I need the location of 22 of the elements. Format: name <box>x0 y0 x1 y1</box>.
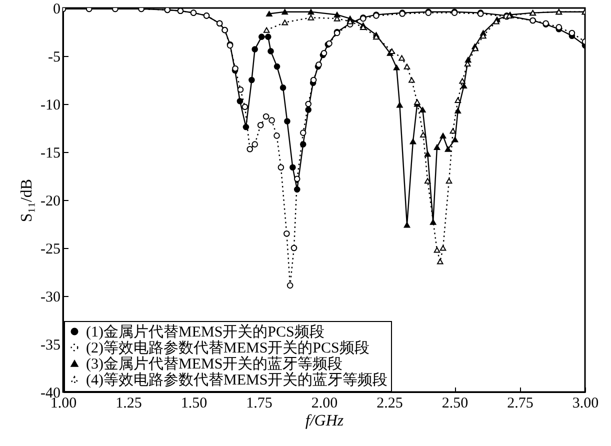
y-tick-label: -10 <box>40 98 60 114</box>
legend-label: (3)金属片代替MEMS开关的蓝牙等频段 <box>86 356 343 372</box>
y-tick-label: 0 <box>53 2 60 18</box>
legend-label: (4)等效电路参数代替MEMS开关的蓝牙等频段 <box>86 372 388 388</box>
x-tick-label: 3.00 <box>572 396 599 412</box>
x-axis-title: f/GHz <box>305 412 344 430</box>
y-axis-title: S₁₁/dB <box>18 178 36 222</box>
y-tick-label: -30 <box>40 290 60 306</box>
y-tick-label: -20 <box>40 194 60 210</box>
x-tick-label: 2.75 <box>507 396 534 412</box>
x-tick-label: 1.75 <box>246 396 272 412</box>
x-tick-label: 2.00 <box>311 396 338 412</box>
legend-label: (2)等效电路参数代替MEMS开关的PCS频段 <box>86 340 370 356</box>
y-tick-label: -25 <box>40 242 60 258</box>
legend-label: (1)金属片代替MEMS开关的PCS频段 <box>86 324 324 340</box>
x-tick-label: 1.25 <box>116 396 142 412</box>
y-tick-label: -5 <box>48 50 60 66</box>
y-tick-label: -35 <box>40 338 60 354</box>
x-tick-label: 2.50 <box>442 396 468 412</box>
x-tick-label: 1.50 <box>180 396 208 412</box>
y-tick-label: -15 <box>40 146 60 162</box>
x-tick-label: 2.25 <box>376 396 403 412</box>
